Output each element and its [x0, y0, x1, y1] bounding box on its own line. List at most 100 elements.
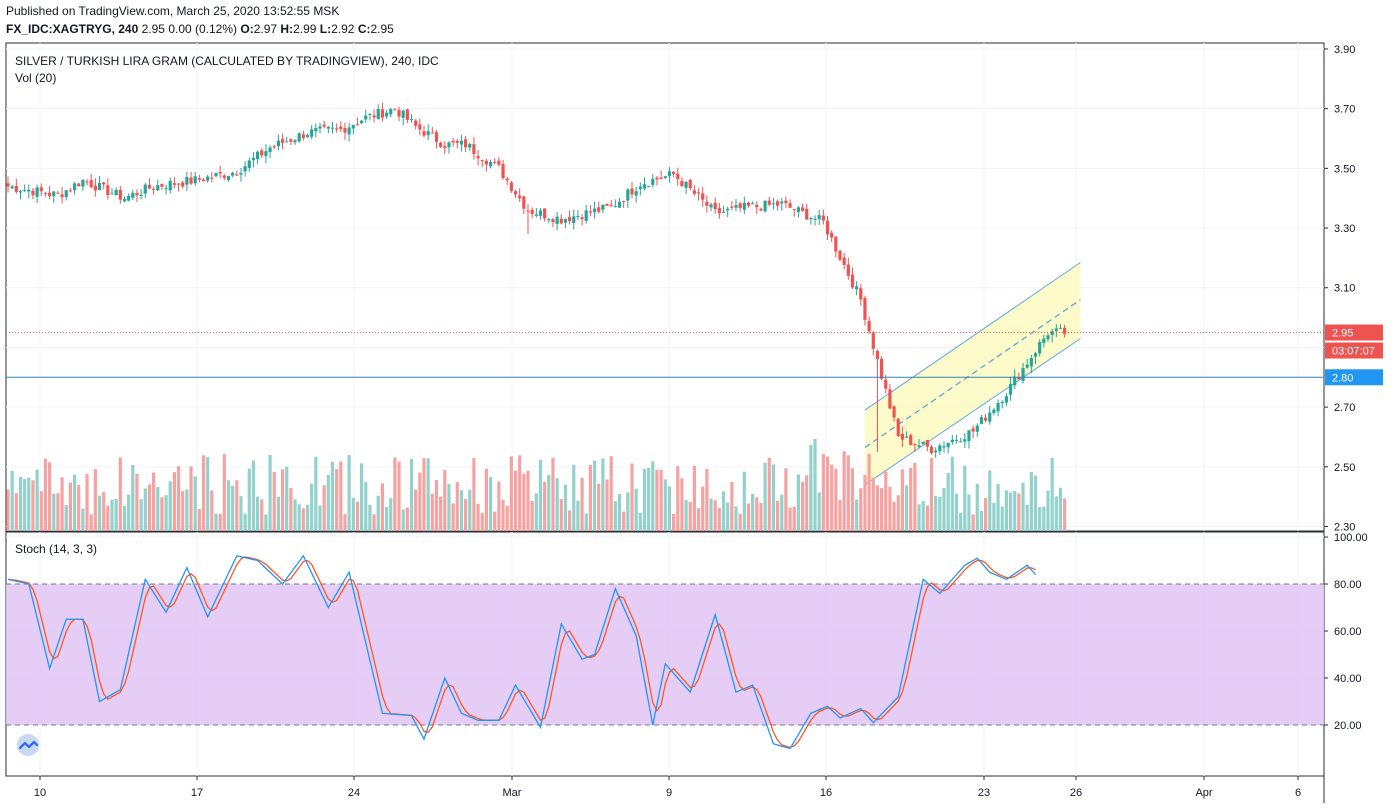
volume-bar: [280, 469, 285, 531]
stoch-d-line: [7, 556, 1036, 749]
volume-bar: [147, 484, 152, 531]
candle-body: [52, 191, 56, 197]
candle-body: [251, 157, 256, 161]
candle-body: [493, 161, 497, 163]
candle-body: [950, 439, 954, 443]
candle-body: [934, 450, 938, 453]
volume-bar: [742, 471, 746, 531]
candle-body: [584, 210, 588, 221]
volume-bar: [31, 480, 35, 531]
candle-body: [509, 182, 513, 191]
candle-body: [376, 109, 380, 119]
candle-body: [430, 132, 434, 134]
price-tick-label: 2.70: [1334, 402, 1355, 414]
main-pane-title: SILVER / TURKISH LIRA GRAM (CALCULATED B…: [15, 54, 439, 68]
candle-body: [647, 185, 651, 187]
volume-bar: [376, 495, 380, 531]
candles[interactable]: [6, 102, 1067, 458]
volume-bar: [613, 501, 617, 531]
volume-bar: [1029, 472, 1033, 531]
volume-bar: [1058, 487, 1063, 531]
volume-bar: [43, 458, 48, 531]
candle-body: [310, 129, 314, 137]
volume-bar: [343, 514, 347, 531]
candle-body: [630, 188, 634, 195]
volume-bar: [401, 509, 405, 531]
time-tick-label: Mar: [503, 787, 522, 799]
stoch-tick-label: 20.00: [1334, 720, 1362, 732]
volume-bar: [135, 473, 139, 531]
candle-body: [771, 203, 776, 205]
countdown-tag: 03:07:07: [1332, 346, 1375, 358]
regression-channel[interactable]: [864, 261, 1081, 486]
time-tick-label: Apr: [1195, 787, 1212, 799]
candle-body: [855, 286, 859, 290]
candle-body: [380, 109, 384, 118]
candle-body: [667, 171, 672, 176]
candle-body: [1046, 335, 1050, 340]
candle-body: [1025, 364, 1029, 368]
candle-body: [592, 208, 597, 213]
volume-bar: [1050, 457, 1054, 531]
candle-body: [580, 217, 584, 220]
candle-body: [655, 177, 659, 180]
candle-body: [243, 166, 247, 172]
volume-bar: [89, 514, 93, 531]
volume-bar: [497, 481, 501, 531]
candle-body: [813, 218, 817, 220]
volume-bar: [168, 481, 172, 531]
candle-body: [784, 200, 788, 204]
volume-bar: [796, 474, 800, 531]
volume-bar: [389, 498, 393, 531]
volume-bar: [842, 451, 846, 531]
candle-body: [638, 186, 642, 190]
candle-body: [859, 288, 863, 300]
candle-body: [260, 150, 264, 156]
close-label: C:: [357, 22, 371, 36]
candle-body: [247, 160, 251, 168]
volume-bar: [655, 469, 659, 531]
volume-bar: [979, 510, 984, 531]
volume-bar: [185, 489, 189, 531]
volume-bar: [172, 472, 176, 531]
candle-body: [64, 190, 68, 197]
candle-body: [114, 189, 118, 196]
candle-body: [127, 195, 131, 201]
volume-bar: [64, 505, 68, 531]
candle-body: [788, 203, 792, 208]
candle-body: [717, 207, 721, 214]
volume-bar: [143, 488, 147, 531]
candle-body: [1017, 377, 1021, 380]
candle-body: [946, 442, 950, 448]
candle-body: [231, 172, 235, 176]
volume-bar: [1038, 507, 1042, 531]
candle-body: [93, 185, 97, 191]
volume-bar: [501, 499, 505, 531]
candle-body: [218, 172, 222, 174]
candle-body: [468, 144, 472, 148]
stochastic: [6, 554, 1324, 750]
volume-bar: [301, 508, 305, 531]
candle-body: [1033, 353, 1038, 357]
volume-bar: [1042, 506, 1046, 531]
time-tick-label: 6: [1295, 787, 1301, 799]
time-tick-label: 16: [820, 787, 832, 799]
open-value: 2.97: [253, 22, 278, 36]
volume-bar: [622, 511, 626, 531]
candle-body: [967, 430, 971, 442]
candle-body: [938, 445, 942, 452]
candle-body: [122, 199, 127, 202]
candle-body: [892, 406, 896, 418]
candle-body: [164, 188, 168, 190]
stoch-tick-label: 100.00: [1334, 532, 1368, 544]
volume-bar: [721, 491, 726, 531]
candle-body: [730, 206, 734, 208]
candle-body: [293, 140, 297, 143]
candle-body: [834, 236, 838, 252]
volume-bar: [518, 455, 522, 531]
candle-body: [97, 182, 102, 191]
candle-body: [597, 207, 601, 212]
volume-bar: [472, 458, 476, 531]
